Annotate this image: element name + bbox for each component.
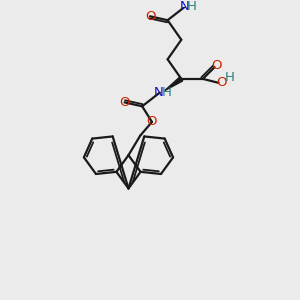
- Text: N: N: [179, 0, 189, 13]
- Text: H: H: [224, 71, 234, 84]
- Text: O: O: [145, 10, 155, 23]
- Text: O: O: [119, 96, 130, 109]
- Text: O: O: [147, 116, 157, 128]
- Polygon shape: [165, 77, 183, 91]
- Text: N: N: [154, 86, 164, 99]
- Text: O: O: [216, 76, 227, 89]
- Text: H: H: [162, 86, 172, 99]
- Text: O: O: [211, 59, 222, 72]
- Text: H: H: [187, 0, 197, 13]
